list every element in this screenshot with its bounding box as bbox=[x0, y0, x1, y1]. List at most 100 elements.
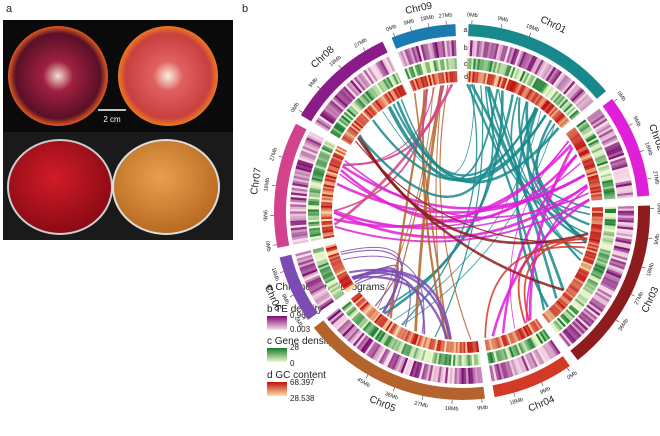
tick-label: 0Mb bbox=[655, 203, 660, 214]
scale-label: 2 cm bbox=[103, 115, 121, 124]
heat-cell bbox=[605, 209, 616, 211]
tick-mark bbox=[647, 178, 651, 179]
tick-label: 0Mb bbox=[290, 102, 301, 114]
tick-mark bbox=[273, 245, 277, 246]
tick-label: 18Mb bbox=[643, 141, 653, 156]
tick-label: 9Mb bbox=[654, 234, 660, 245]
tick-label: 0Mb bbox=[467, 12, 478, 19]
legend-min: 0 bbox=[290, 359, 295, 368]
tick-label: 9Mb bbox=[631, 116, 641, 128]
tick-label: 9Mb bbox=[261, 210, 267, 221]
tick-mark bbox=[501, 24, 502, 28]
chromosome-name: Chr07 bbox=[249, 167, 264, 196]
track-label: c bbox=[464, 61, 468, 68]
track-label: d bbox=[464, 74, 468, 81]
chromosome-name: Chr01 bbox=[538, 14, 568, 36]
orange bbox=[118, 26, 218, 126]
tick-label: 45Mb bbox=[356, 377, 371, 389]
panel-label: a bbox=[6, 3, 13, 15]
heat-cell bbox=[290, 209, 306, 212]
tick-label: 27Mb bbox=[414, 401, 429, 410]
tick-label: 36Mb bbox=[617, 318, 630, 333]
tick-mark bbox=[410, 27, 411, 31]
tick-label: 27Mb bbox=[269, 147, 279, 162]
tick-mark bbox=[290, 295, 294, 297]
tick-label: 18Mb bbox=[646, 262, 656, 277]
tick-mark bbox=[366, 375, 368, 378]
heat-cell bbox=[592, 207, 603, 209]
tick-label: 27Mb bbox=[438, 13, 452, 20]
tick-mark bbox=[541, 382, 543, 386]
tick-mark bbox=[317, 86, 320, 89]
heat-cell bbox=[605, 207, 616, 210]
heat-cell bbox=[605, 213, 616, 215]
heat-cell bbox=[618, 206, 634, 209]
tick-mark bbox=[393, 33, 394, 37]
tick-mark bbox=[629, 124, 633, 126]
tick-mark bbox=[272, 185, 276, 186]
blood-orange bbox=[8, 26, 108, 126]
heat-cell bbox=[618, 208, 634, 211]
chromosome-name: Chr04 bbox=[527, 394, 557, 415]
tick-label: 18Mb bbox=[509, 397, 524, 407]
tick-mark bbox=[299, 110, 302, 112]
tick-label: 0Mb bbox=[566, 370, 578, 381]
tick-mark bbox=[640, 150, 644, 151]
tick-label: 0Mb bbox=[385, 24, 397, 33]
heat-cell bbox=[461, 355, 463, 366]
tick-mark bbox=[280, 271, 284, 272]
tick-label: 27Mb bbox=[353, 37, 368, 49]
orange-juice bbox=[113, 140, 219, 234]
tick-mark bbox=[614, 99, 617, 101]
heat-cell bbox=[321, 209, 332, 211]
heat-cell bbox=[592, 213, 603, 215]
tick-label: 18Mb bbox=[525, 23, 540, 34]
tick-mark bbox=[529, 33, 530, 37]
heat-cell bbox=[308, 211, 319, 213]
heat-cell bbox=[463, 355, 465, 366]
heat-cell bbox=[308, 215, 319, 218]
tick-mark bbox=[428, 23, 429, 27]
tick-mark bbox=[648, 238, 652, 239]
heat-cell bbox=[618, 211, 634, 214]
tick-mark bbox=[278, 156, 282, 157]
tick-label: 27Mb bbox=[651, 170, 659, 185]
heat-cell bbox=[465, 355, 468, 366]
legend-scale bbox=[267, 382, 287, 396]
heat-cell bbox=[592, 211, 603, 213]
tick-mark bbox=[631, 294, 635, 296]
heat-cell bbox=[290, 213, 306, 216]
tick-mark bbox=[616, 320, 619, 322]
heat-cell bbox=[463, 342, 465, 353]
tick-label: 18Mb bbox=[263, 177, 271, 191]
heat-cell bbox=[308, 209, 319, 211]
tick-label: 18Mb bbox=[270, 267, 280, 282]
legend-scale bbox=[267, 316, 287, 330]
heat-cell bbox=[290, 211, 306, 214]
panel-label: b bbox=[242, 3, 248, 15]
tick-mark bbox=[422, 396, 423, 400]
legend-max: 28 bbox=[290, 343, 299, 352]
chromosome-name: Chr03 bbox=[640, 285, 660, 315]
heat-cell bbox=[459, 342, 461, 353]
tick-mark bbox=[363, 47, 365, 50]
tick-label: 18Mb bbox=[445, 406, 459, 413]
heat-cell bbox=[459, 355, 461, 366]
tick-label: 9Mb bbox=[403, 18, 415, 27]
tick-mark bbox=[339, 65, 342, 68]
tick-mark bbox=[393, 388, 394, 392]
tick-mark bbox=[514, 393, 515, 397]
heat-cell bbox=[321, 213, 332, 215]
heat-cell bbox=[463, 368, 466, 384]
legend-scale bbox=[267, 348, 287, 362]
heat-cell bbox=[605, 211, 616, 213]
heat-cell bbox=[459, 368, 462, 384]
tick-label: 0Mb bbox=[615, 90, 626, 102]
heat-cell bbox=[461, 368, 464, 384]
tick-mark bbox=[567, 368, 569, 371]
tick-label: 9Mb bbox=[477, 405, 488, 412]
legend-min: 28.538 bbox=[290, 394, 315, 403]
red-juice bbox=[8, 140, 112, 234]
